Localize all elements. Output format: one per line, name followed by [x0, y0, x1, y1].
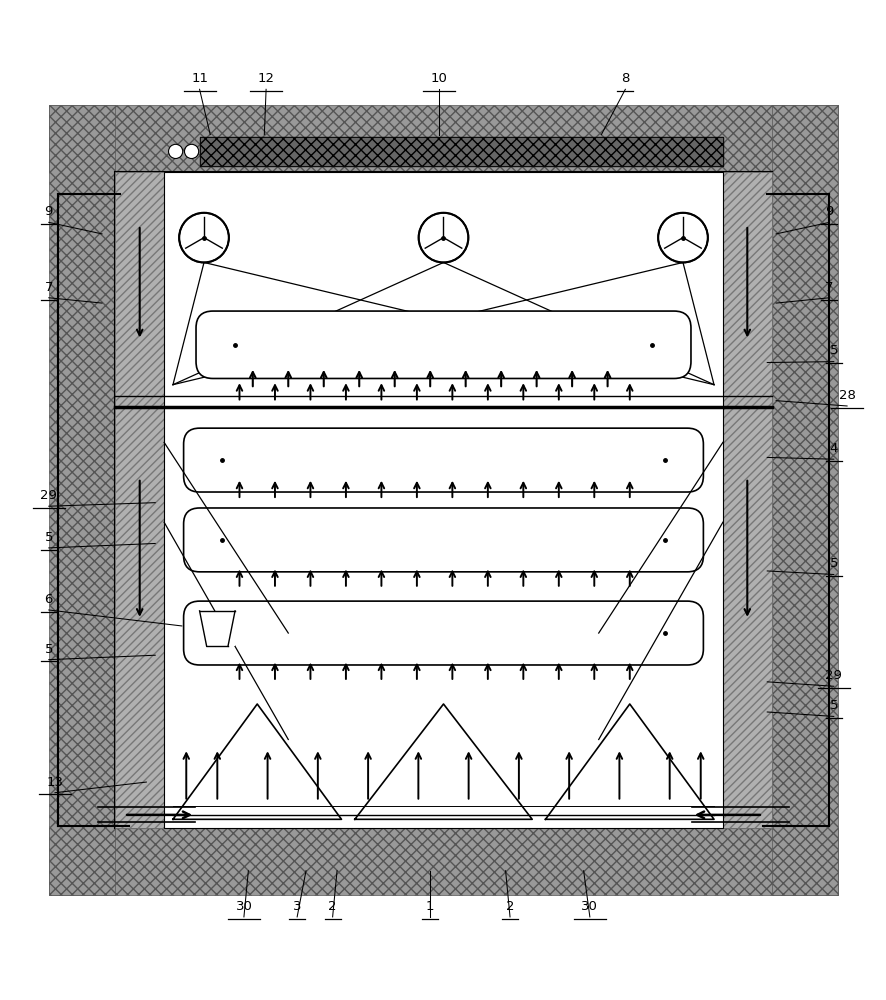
Text: 7: 7 [44, 281, 53, 294]
FancyBboxPatch shape [196, 311, 690, 378]
Bar [49, 828, 837, 895]
Text: 30: 30 [235, 900, 253, 913]
Text: 30: 30 [580, 900, 598, 913]
FancyBboxPatch shape [183, 601, 703, 665]
Text: 2: 2 [505, 900, 514, 913]
Text: 5: 5 [828, 344, 837, 357]
Bar [199, 611, 235, 646]
Text: 28: 28 [837, 389, 855, 402]
Text: 3: 3 [292, 900, 301, 913]
Text: 9: 9 [44, 205, 53, 218]
Text: 7: 7 [824, 281, 833, 294]
Text: 2: 2 [328, 900, 337, 913]
Text: 12: 12 [257, 72, 275, 85]
Circle shape [168, 144, 183, 159]
Circle shape [184, 144, 198, 159]
Text: 6: 6 [44, 593, 53, 606]
Text: 29: 29 [40, 489, 58, 502]
Bar [199, 137, 722, 166]
Bar [49, 105, 115, 895]
Bar [115, 407, 164, 828]
Text: 29: 29 [824, 669, 842, 682]
Bar [164, 407, 722, 828]
Text: 1: 1 [425, 900, 434, 913]
Circle shape [657, 213, 707, 262]
Polygon shape [173, 704, 341, 819]
Text: 13: 13 [46, 776, 64, 789]
Bar [722, 407, 771, 828]
Text: 5: 5 [828, 699, 837, 712]
Text: 5: 5 [44, 531, 53, 544]
Text: 9: 9 [824, 205, 833, 218]
Polygon shape [354, 704, 532, 819]
Bar [164, 172, 722, 407]
Bar [199, 137, 722, 166]
Text: 5: 5 [828, 557, 837, 570]
Text: 10: 10 [430, 72, 447, 85]
Text: 5: 5 [44, 643, 53, 656]
Text: 11: 11 [190, 72, 208, 85]
Bar [49, 105, 837, 172]
Bar [115, 172, 771, 828]
Circle shape [179, 213, 229, 262]
Bar [722, 172, 771, 407]
Circle shape [418, 213, 468, 262]
Text: 8: 8 [620, 72, 629, 85]
Text: 4: 4 [828, 442, 837, 455]
FancyBboxPatch shape [183, 428, 703, 492]
FancyBboxPatch shape [183, 508, 703, 572]
Polygon shape [545, 704, 713, 819]
Bar [771, 105, 837, 895]
Bar [115, 172, 164, 407]
